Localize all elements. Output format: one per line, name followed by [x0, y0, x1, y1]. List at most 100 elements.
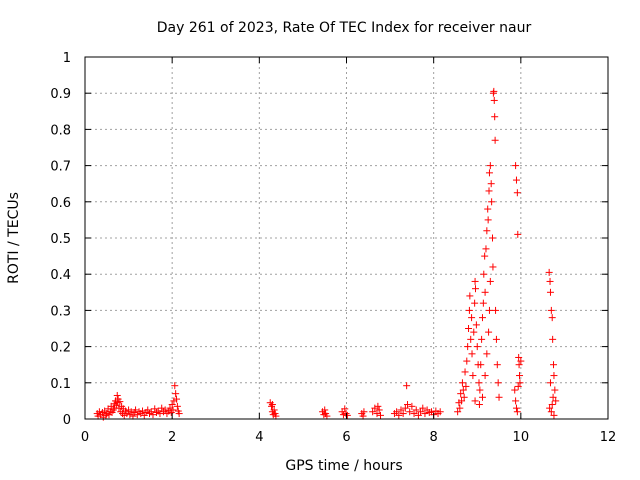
y-tick-label: 0.8: [50, 123, 71, 138]
data-point: [492, 306, 500, 314]
data-point: [173, 402, 181, 410]
data-point: [454, 408, 462, 416]
data-point: [552, 397, 560, 405]
data-point: [395, 411, 403, 419]
data-point: [485, 187, 493, 195]
data-point: [550, 372, 558, 380]
data-point: [465, 306, 473, 314]
data-point: [467, 335, 475, 343]
data-point: [471, 299, 479, 307]
data-point: [171, 382, 179, 390]
data-point: [412, 406, 420, 414]
data-point: [515, 361, 523, 369]
data-point: [158, 404, 166, 412]
y-tick-label: 0.2: [50, 341, 71, 356]
data-point: [468, 350, 476, 358]
data-point: [483, 350, 491, 358]
data-point: [484, 205, 492, 213]
data-point: [512, 162, 520, 170]
data-point: [369, 408, 377, 416]
data-point: [477, 361, 485, 369]
data-point: [484, 216, 492, 224]
data-point: [371, 404, 379, 412]
data-point: [481, 252, 489, 260]
data-point: [172, 390, 180, 398]
data-point: [135, 408, 143, 416]
data-point: [374, 402, 382, 410]
data-point: [359, 412, 367, 420]
data-point: [320, 411, 328, 419]
data-point: [401, 404, 409, 412]
data-point: [159, 408, 167, 416]
data-point: [166, 404, 174, 412]
data-point: [546, 288, 554, 296]
y-tick-label: 0.3: [50, 304, 71, 319]
data-point: [550, 361, 558, 369]
data-point: [173, 395, 181, 403]
data-point: [132, 406, 140, 414]
data-point: [489, 263, 497, 271]
data-point: [95, 408, 103, 416]
data-point: [376, 411, 384, 419]
data-point: [549, 335, 557, 343]
chart-title: Day 261 of 2023, Rate Of TEC Index for r…: [157, 20, 532, 36]
data-point: [419, 404, 427, 412]
data-point: [102, 411, 110, 419]
data-point: [471, 277, 479, 285]
data-point: [417, 408, 425, 416]
data-point: [410, 410, 418, 418]
x-tick-label: 12: [600, 430, 617, 445]
data-point: [512, 176, 520, 184]
data-point: [321, 406, 329, 414]
data-point: [458, 397, 466, 405]
data-point: [478, 335, 486, 343]
data-point: [169, 406, 177, 414]
data-point: [127, 408, 135, 416]
data-point: [397, 406, 405, 414]
data-point: [494, 379, 502, 387]
y-tick-label: 0: [63, 413, 71, 428]
data-point: [493, 361, 501, 369]
data-point: [495, 393, 503, 401]
data-point: [161, 406, 169, 414]
data-point: [399, 410, 407, 418]
data-point: [475, 401, 483, 409]
data-point: [483, 227, 491, 235]
data-point: [516, 372, 524, 380]
data-point: [549, 393, 557, 401]
data-point: [461, 368, 469, 376]
data-point: [133, 411, 141, 419]
data-point: [268, 402, 276, 410]
data-point: [144, 406, 152, 414]
x-tick-label: 4: [255, 430, 263, 445]
y-tick-label: 0.5: [50, 232, 71, 247]
data-point: [106, 408, 114, 416]
data-point: [546, 277, 554, 285]
data-point: [152, 408, 160, 416]
data-point: [270, 406, 278, 414]
data-point: [547, 408, 555, 416]
data-point: [512, 404, 520, 412]
data-point: [471, 397, 479, 405]
data-point: [360, 408, 368, 416]
data-point: [464, 343, 472, 351]
data-point: [514, 230, 522, 238]
data-point: [404, 401, 412, 409]
data-point: [463, 357, 471, 365]
data-point: [470, 328, 478, 336]
x-tick-label: 10: [513, 430, 530, 445]
data-point: [480, 270, 488, 278]
data-point: [472, 285, 480, 293]
data-point: [481, 372, 489, 380]
data-point: [175, 410, 183, 418]
y-tick-label: 0.6: [50, 196, 71, 211]
x-tick-label: 0: [81, 430, 89, 445]
data-point: [469, 372, 477, 380]
data-point: [465, 325, 473, 332]
y-tick-label: 0.1: [50, 377, 71, 392]
data-point: [126, 411, 134, 419]
data-point: [139, 407, 147, 415]
data-point: [168, 401, 176, 409]
data-point: [546, 379, 554, 387]
data-point: [113, 391, 121, 399]
